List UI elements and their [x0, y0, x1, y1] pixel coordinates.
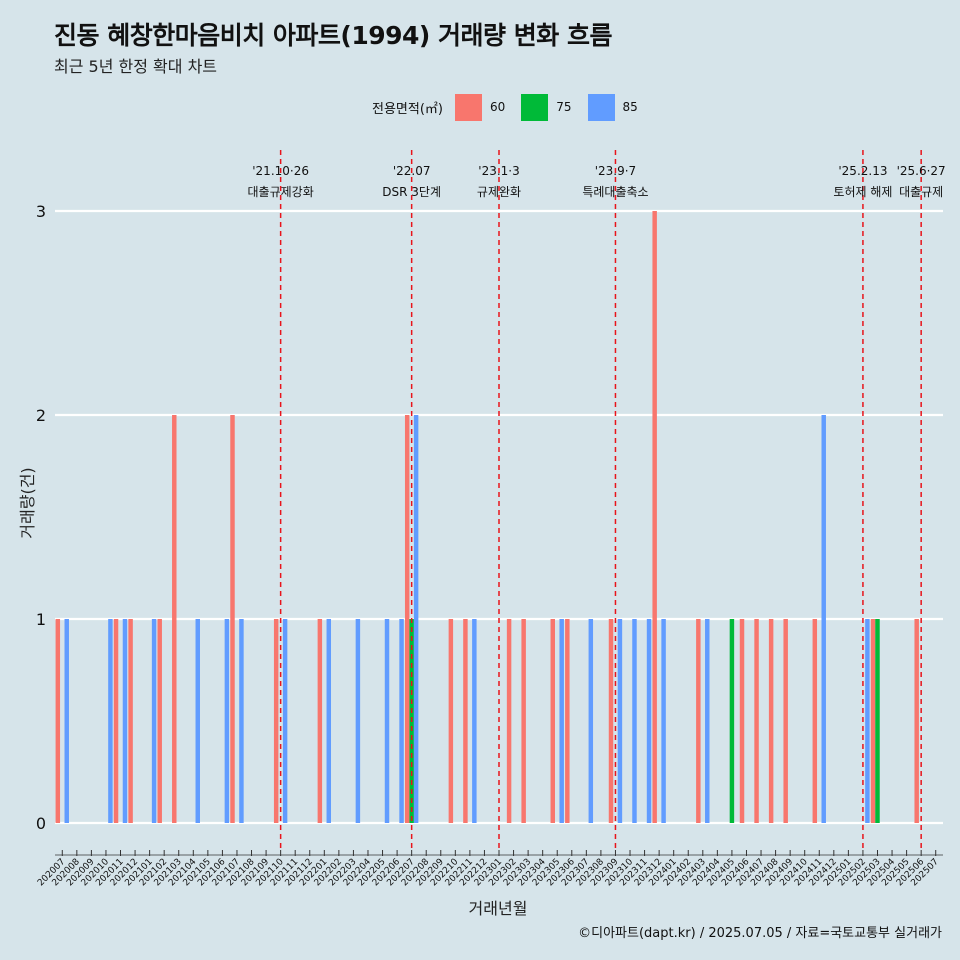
- bar-60-202312: [652, 211, 657, 823]
- y-axis-title: 거래량(건): [18, 467, 37, 538]
- bar-85-202110: [282, 619, 288, 823]
- event-lines: '21.10·26 대출규제강화 '22.07 DSR 3단계 '23.1·3 규제완화 '…: [248, 150, 946, 850]
- bar-60-202201: [317, 619, 323, 823]
- bar-60-202007: [55, 619, 61, 823]
- legend-title: 전용면적(㎡): [372, 101, 443, 117]
- bars: [55, 211, 919, 823]
- bar-60-202306: [565, 619, 570, 823]
- legend-swatch-85: [587, 93, 615, 121]
- bar-60-202207: [404, 415, 410, 823]
- event-desc-label: 대출규제강화: [248, 185, 314, 199]
- bar-60-202102: [157, 619, 162, 823]
- bar-85-202203: [355, 619, 361, 823]
- bar-60-202211: [463, 619, 468, 823]
- bar-60-202506: [914, 619, 919, 823]
- bar-85-202305: [559, 619, 564, 823]
- bar-85-202310: [632, 619, 637, 823]
- legend-label-85: 85: [622, 100, 638, 114]
- bar-85-202107: [239, 619, 244, 823]
- bar-85-202007: [64, 619, 69, 823]
- bar-60-202411: [812, 619, 818, 823]
- grid-lines: [55, 209, 943, 825]
- event-date-label: '21.10·26: [252, 164, 309, 178]
- bar-75-202503: [875, 619, 880, 823]
- legend: 전용면적(㎡) 60 75 85: [372, 93, 654, 121]
- bar-85-202011: [122, 619, 128, 823]
- event-desc-label: 규제완화: [477, 185, 521, 199]
- bar-85-202307: [588, 619, 594, 823]
- bar-60-202406: [739, 619, 745, 823]
- bar-60-202012: [128, 619, 133, 823]
- event-desc-label: DSR 3단계: [382, 185, 441, 199]
- bar-60-202210: [448, 619, 454, 823]
- bar-85-202106: [224, 619, 230, 823]
- bar-60-202403: [696, 619, 701, 823]
- y-tick-label: 3: [36, 202, 46, 221]
- bar-85-202207: [413, 415, 419, 823]
- y-tick-label: 0: [36, 814, 46, 833]
- bar-60-202110: [273, 619, 279, 823]
- bar-60-202503: [870, 619, 876, 823]
- y-tick-label: 1: [36, 610, 46, 629]
- legend-swatch-75: [521, 93, 549, 121]
- event-date-label: '25.6·27: [897, 164, 946, 178]
- event-date-label: '23.1·3: [478, 164, 519, 178]
- bar-60-202305: [550, 619, 555, 823]
- bar-85-202201: [326, 619, 332, 823]
- bar-60-202302: [506, 619, 512, 823]
- bar-60-202103: [172, 415, 177, 823]
- event-desc-label: 특례대출축소: [582, 185, 648, 199]
- bar-85-202309: [617, 619, 623, 823]
- event-desc-label: 대출규제: [899, 185, 943, 199]
- x-axis-title: 거래년월: [469, 899, 528, 918]
- legend-label-60: 60: [489, 100, 506, 114]
- event-date-label: '23.9·7: [595, 164, 636, 178]
- bar-85-202502: [865, 619, 870, 823]
- event-date-label: '22.07: [393, 164, 431, 178]
- caption: ©디아파트(dapt.kr) / 2025.07.05 / 자료=국토교통부 실…: [578, 926, 942, 941]
- chart-subtitle: 최근 5년 한정 확대 차트: [54, 57, 218, 76]
- event-desc-label: 토허제 해제: [833, 185, 892, 199]
- legend-swatch-60: [454, 93, 482, 121]
- bar-85-202411: [821, 415, 826, 823]
- bar-85-202010: [108, 619, 113, 823]
- bar-85-202205: [384, 619, 390, 823]
- event-date-label: '25.2.13: [838, 164, 887, 178]
- bar-85-202403: [705, 619, 710, 823]
- bar-85-202312: [661, 619, 666, 823]
- y-tick-label: 2: [36, 406, 46, 425]
- legend-label-75: 75: [556, 100, 572, 114]
- bar-60-202303: [521, 619, 526, 823]
- chart-title: 진동 혜창한마음비치 아파트(1994) 거래량 변화 흐름: [54, 21, 612, 50]
- bar-85-202101: [151, 619, 157, 823]
- bar-75-202405: [729, 619, 735, 823]
- bar-85-202104: [195, 619, 200, 823]
- bar-85-202311: [646, 619, 652, 823]
- bar-60-202408: [768, 619, 774, 823]
- bar-60-202309: [608, 619, 614, 823]
- x-axis: 2020072020082020092020102020112020122021…: [36, 850, 943, 888]
- bar-60-202409: [783, 619, 788, 823]
- bar-60-202407: [754, 619, 759, 823]
- bar-85-202211: [472, 619, 477, 823]
- bar-85-202206: [399, 619, 404, 823]
- bar-60-202011: [113, 619, 119, 823]
- y-axis: 0 1 2 3: [36, 202, 46, 833]
- bar-60-202107: [230, 415, 235, 823]
